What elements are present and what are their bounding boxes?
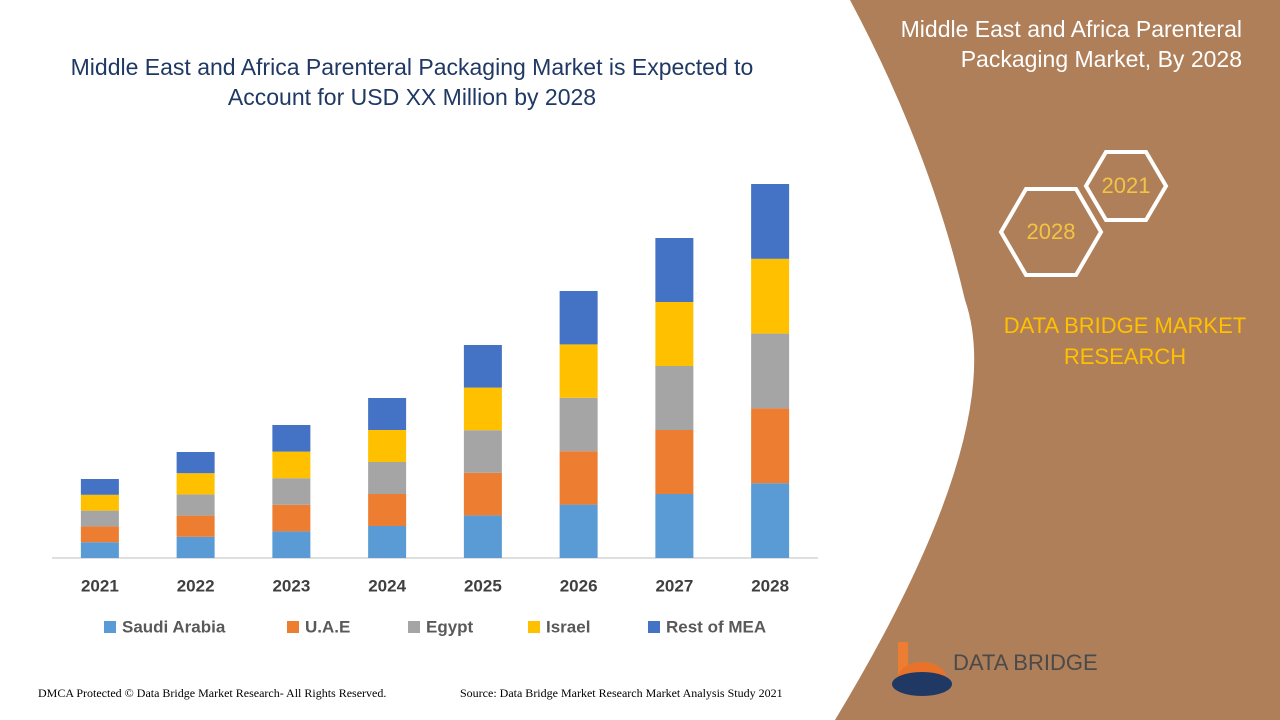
bar-segment (80, 542, 119, 558)
bar-segment (80, 510, 119, 527)
legend-swatch (104, 621, 116, 633)
logo-shape (898, 642, 908, 692)
bar-segment (559, 451, 598, 505)
x-tick-label: 2022 (177, 576, 215, 595)
bar-segment (463, 345, 502, 388)
legend-swatch (287, 621, 299, 633)
footer-left: DMCA Protected © Data Bridge Market Rese… (38, 686, 387, 700)
bar-segment (559, 291, 598, 345)
bar-segment (272, 504, 311, 532)
x-tick-label: 2024 (368, 576, 406, 595)
hexagon-label: 2028 (1027, 219, 1076, 244)
legend-label: Rest of MEA (666, 617, 766, 636)
legend-label: Saudi Arabia (122, 617, 226, 636)
bar-segment (559, 397, 598, 452)
bar-segment (272, 478, 311, 505)
bar-segment (368, 494, 407, 526)
bar-segment (368, 526, 407, 558)
bar-segment (655, 366, 694, 430)
x-tick-label: 2028 (751, 576, 789, 595)
x-tick-label: 2027 (655, 576, 693, 595)
bar-segment (368, 398, 407, 430)
bar-segment (80, 526, 119, 543)
footer-right: Source: Data Bridge Market Research Mark… (460, 686, 783, 700)
bar-segment (655, 494, 694, 558)
legend-swatch (408, 621, 420, 633)
bar-segment (176, 536, 215, 558)
bar-segment (272, 425, 311, 452)
x-tick-label: 2021 (81, 576, 119, 595)
legend-label: U.A.E (305, 617, 350, 636)
bar-segment (655, 238, 694, 302)
bar-segment (176, 515, 215, 537)
bar-segment (655, 430, 694, 494)
logo-icon (892, 642, 952, 696)
bar-segment (176, 473, 215, 495)
legend-swatch (528, 621, 540, 633)
x-tick-label: 2026 (560, 576, 598, 595)
logo-text: DATA BRIDGE (953, 650, 1098, 675)
plot: 2021 2022 2023 2024 2025 2026 2027 2028 Saudi Ar… (52, 184, 818, 636)
legend-label: Egypt (426, 617, 474, 636)
side-panel (835, 0, 1280, 720)
bar-segment (559, 504, 598, 558)
bar-segment (463, 515, 502, 558)
bar-segment (463, 472, 502, 516)
bar-segment (368, 462, 407, 494)
hexagon-label: 2021 (1102, 173, 1151, 198)
bar-segment (751, 483, 790, 558)
bar-segment (751, 258, 790, 334)
bar-segment (272, 531, 311, 558)
chart-title: Middle East and Africa Parenteral Packag… (70, 54, 754, 110)
x-tick-label: 2023 (272, 576, 310, 595)
hexagon (1083, 150, 1169, 222)
bar-segment (176, 494, 215, 516)
bar-segment (559, 344, 598, 398)
bar-segment (176, 452, 215, 474)
bar-segment (80, 479, 119, 495)
bar-segment (368, 430, 407, 462)
logo-shape (892, 672, 952, 696)
brand-text: DATA BRIDGE MARKET RESEARCH (1003, 313, 1247, 369)
legend-swatch (648, 621, 660, 633)
bar-segment (751, 184, 790, 259)
bar-segment (655, 302, 694, 366)
bar-segment (272, 451, 311, 479)
bar-segment (80, 494, 119, 511)
panel-title: Middle East and Africa Parenteral Packag… (900, 16, 1242, 72)
bar-segment (463, 430, 502, 473)
bar-segment (463, 387, 502, 431)
x-tick-label: 2025 (464, 576, 502, 595)
legend-label: Israel (546, 617, 590, 636)
bar-segment (751, 333, 790, 409)
hexagon (998, 187, 1104, 277)
bar-segment (751, 408, 790, 484)
